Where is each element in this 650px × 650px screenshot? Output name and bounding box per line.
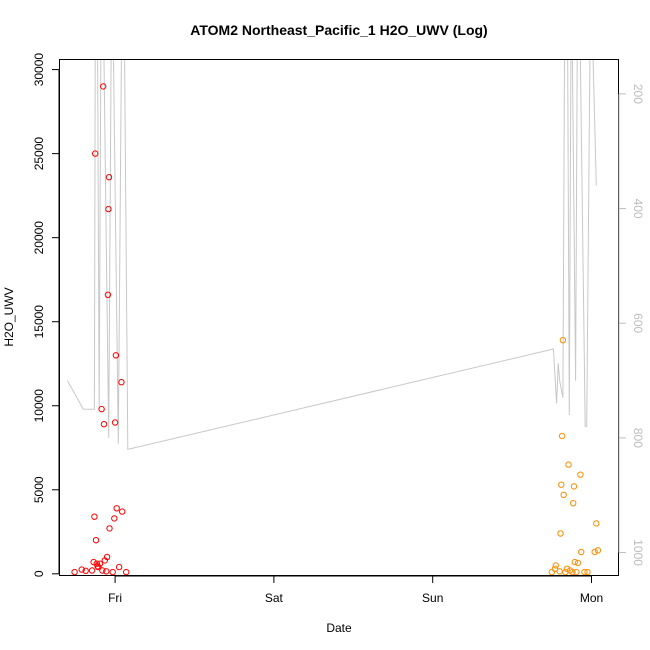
data-point-series-1: [96, 560, 104, 567]
data-point-series-1: [111, 515, 118, 522]
y-tick-label: 10000: [32, 389, 46, 423]
x-tick-label: Sun: [422, 591, 443, 605]
data-point-series-1: [88, 567, 96, 574]
data-point-series-1: [112, 352, 120, 359]
y-right-tick-label: 600: [631, 313, 645, 333]
data-point-series-1: [115, 563, 123, 571]
data-point-series-2: [584, 568, 591, 576]
data-point-series-2: [558, 481, 565, 488]
data-point-series-1: [103, 553, 111, 561]
y-tick-label: 15000: [32, 305, 46, 339]
data-point-series-1: [78, 566, 85, 573]
data-point-series-1: [100, 421, 108, 428]
y-right-tick-label: 1000: [631, 539, 645, 566]
data-point-series-2: [578, 548, 585, 556]
data-point-series-2: [563, 565, 571, 572]
data-point-series-1: [95, 563, 102, 571]
data-point-series-2: [558, 432, 566, 440]
data-point-series-1: [111, 419, 119, 426]
data-point-series-1: [93, 560, 101, 567]
y-tick-label: 0: [32, 570, 46, 577]
data-point-series-2: [571, 558, 578, 566]
data-point-series-2: [559, 337, 567, 344]
x-tick-label: Sat: [265, 591, 284, 605]
data-point-series-1: [100, 83, 107, 90]
data-point-series-2: [570, 483, 578, 490]
data-point-series-2: [557, 530, 564, 537]
x-tick-label: Mon: [580, 591, 603, 605]
x-axis: Fri Sat Sun Mon: [108, 575, 603, 605]
data-point-series-2: [581, 568, 588, 576]
chart-title: ATOM2 Northeast_Pacific_1 H2O_UWV (Log): [190, 22, 487, 38]
data-point-series-1: [118, 379, 125, 386]
data-point-series-1: [99, 567, 106, 574]
data-point-series-2: [591, 548, 598, 556]
data-point-series-2: [570, 500, 577, 507]
data-point-series-2: [556, 568, 563, 575]
data-point-series-1: [71, 568, 78, 576]
data-point-series-2: [573, 568, 580, 576]
data-point-series-2: [548, 568, 555, 576]
y-tick-label: 20000: [32, 221, 46, 255]
y-axis-left: 0 5000 10000 15000 20000 25000 30000: [32, 53, 60, 577]
x-axis-label: Date: [326, 621, 352, 635]
data-point-series-1: [90, 558, 97, 566]
profile-line-layer: [66, 59, 597, 451]
data-point-series-1: [98, 405, 105, 413]
data-point-series-2: [551, 565, 559, 572]
plot-frame: [59, 59, 619, 576]
data-point-series-2: [565, 461, 572, 468]
data-point-series-2: [594, 547, 602, 554]
data-point-series-1: [105, 205, 112, 213]
data-point-series-1: [105, 174, 113, 181]
data-point-series-1: [82, 567, 89, 574]
data-point-series-2: [569, 568, 576, 576]
y-right-tick-label: 400: [631, 199, 645, 219]
data-point-series-1: [109, 568, 116, 576]
y-tick-label: 30000: [32, 53, 46, 87]
data-point-series-2: [552, 562, 559, 569]
y-tick-label: 5000: [32, 476, 46, 503]
data-point-series-2: [560, 491, 567, 498]
y-right-tick-label: 800: [631, 428, 645, 448]
data-point-series-1: [104, 291, 112, 298]
x-tick-label: Fri: [108, 591, 122, 605]
data-point-series-1: [103, 568, 110, 575]
data-point-series-2: [577, 471, 584, 478]
data-point-series-1: [91, 513, 98, 520]
data-point-series-1: [123, 568, 130, 576]
data-point-series-1: [92, 537, 100, 544]
data-point-series-1: [106, 525, 113, 532]
data-point-series-1: [113, 505, 120, 512]
data-point-series-2: [574, 559, 582, 567]
pressure-profile-line: [66, 59, 597, 451]
data-point-series-1: [119, 508, 126, 515]
data-points-layer: [71, 83, 602, 576]
y-tick-label: 25000: [32, 137, 46, 171]
y-axis-right: 200 400 600 800 1000: [618, 84, 645, 566]
data-point-series-2: [593, 520, 600, 527]
data-point-series-1: [92, 150, 99, 157]
y-axis-label: H2O_UWV: [2, 287, 16, 346]
y-right-tick-label: 200: [631, 84, 645, 104]
